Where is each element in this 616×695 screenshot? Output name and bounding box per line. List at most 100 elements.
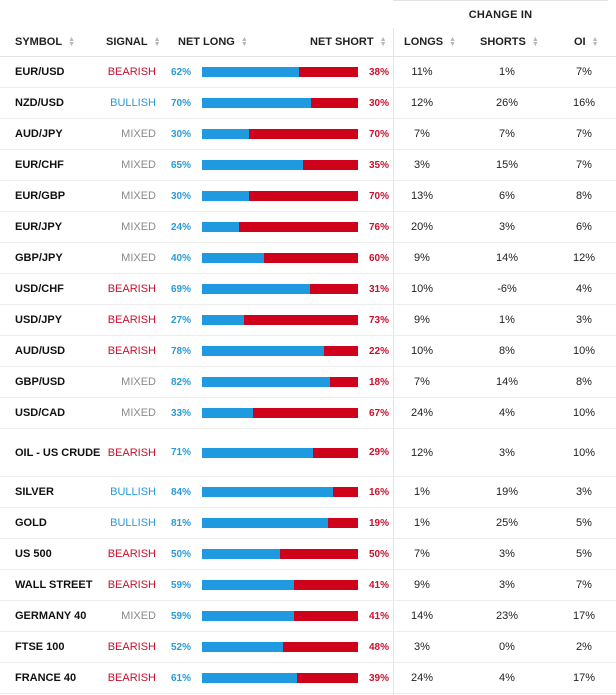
- symbol-link[interactable]: USD/CHF: [15, 283, 64, 295]
- table-row[interactable]: USD/CAD MIXED 33% 67% 24% 4% 10%: [0, 398, 616, 429]
- sort-icon: ▲ ▼: [531, 36, 539, 48]
- table-row[interactable]: GERMANY 40 MIXED 59% 41% 14% 23% 17%: [0, 601, 616, 632]
- net-short-bar: [202, 642, 358, 652]
- table-row[interactable]: EUR/JPY MIXED 24% 76% 20% 3% 6%: [0, 212, 616, 243]
- net-long-value: 59%: [170, 579, 191, 591]
- sentiment-bar: [202, 305, 358, 335]
- change-oi-value: 6%: [576, 221, 592, 233]
- symbol-link[interactable]: US 500: [15, 548, 52, 560]
- net-long-value: 81%: [170, 517, 191, 529]
- net-long-value: 59%: [170, 610, 191, 622]
- net-long-column-header[interactable]: NET LONG ▲ ▼: [178, 28, 248, 56]
- table-row[interactable]: OIL - US CRUDE BEARISH 71% 29% 12% 3% 10%: [0, 429, 616, 477]
- table-row[interactable]: EUR/GBP MIXED 30% 70% 13% 6% 8%: [0, 181, 616, 212]
- symbol-link[interactable]: GERMANY 40: [15, 610, 87, 622]
- symbol-link[interactable]: EUR/GBP: [15, 190, 66, 202]
- net-short-bar: [202, 408, 358, 418]
- symbol-link[interactable]: GBP/USD: [15, 376, 66, 388]
- change-longs-value: 9%: [414, 252, 430, 264]
- symbol-link[interactable]: EUR/JPY: [15, 221, 63, 233]
- symbol-link[interactable]: EUR/USD: [15, 66, 65, 78]
- table-row[interactable]: EUR/USD BEARISH 62% 38% 11% 1% 7%: [0, 57, 616, 88]
- table-row[interactable]: GBP/JPY MIXED 40% 60% 9% 14% 12%: [0, 243, 616, 274]
- net-short-column-header[interactable]: NET SHORT ▲ ▼: [310, 28, 387, 56]
- net-short-bar: [202, 346, 358, 356]
- sentiment-bar: [202, 150, 358, 180]
- table-row[interactable]: USD/CHF BEARISH 69% 31% 10% -6% 4%: [0, 274, 616, 305]
- change-longs-value: 3%: [414, 641, 430, 653]
- column-divider: [393, 28, 394, 695]
- table-row[interactable]: GOLD BULLISH 81% 19% 1% 25% 5%: [0, 508, 616, 539]
- symbol-link[interactable]: SILVER: [15, 486, 54, 498]
- table-row[interactable]: USD/JPY BEARISH 27% 73% 9% 1% 3%: [0, 305, 616, 336]
- sentiment-bar: [202, 632, 358, 662]
- shorts-column-header[interactable]: SHORTS ▲ ▼: [480, 28, 539, 56]
- change-longs-value: 9%: [414, 314, 430, 326]
- table-row[interactable]: GBP/USD MIXED 82% 18% 7% 14% 8%: [0, 367, 616, 398]
- table-row[interactable]: EUR/CHF MIXED 65% 35% 3% 15% 7%: [0, 150, 616, 181]
- change-oi-value: 7%: [576, 66, 592, 78]
- table-row[interactable]: SILVER BULLISH 84% 16% 1% 19% 3%: [0, 477, 616, 508]
- signal-label: MIXED: [121, 407, 156, 419]
- net-short-bar: [202, 315, 358, 325]
- table-row[interactable]: AUD/JPY MIXED 30% 70% 7% 7% 7%: [0, 119, 616, 150]
- net-short-value: 22%: [368, 345, 389, 357]
- net-long-bar: [202, 129, 249, 139]
- net-short-bar: [202, 191, 358, 201]
- net-short-bar: [202, 253, 358, 263]
- symbol-link[interactable]: OIL - US CRUDE: [15, 446, 101, 459]
- symbol-link[interactable]: GBP/JPY: [15, 252, 63, 264]
- longs-column-header[interactable]: LONGS ▲ ▼: [404, 28, 456, 56]
- symbol-column-header[interactable]: SYMBOL ▲ ▼: [15, 28, 75, 56]
- symbol-link[interactable]: EUR/CHF: [15, 159, 64, 171]
- symbol-link[interactable]: FTSE 100: [15, 641, 65, 653]
- net-long-bar: [202, 673, 298, 683]
- net-short-header-label: NET SHORT: [310, 36, 374, 48]
- net-short-bar: [202, 580, 358, 590]
- table-row[interactable]: NZD/USD BULLISH 70% 30% 12% 26% 16%: [0, 88, 616, 119]
- oi-column-header[interactable]: OI ▲ ▼: [574, 28, 599, 56]
- table-row[interactable]: FRANCE 40 BEARISH 61% 39% 24% 4% 17%: [0, 663, 616, 694]
- symbol-link[interactable]: USD/CAD: [15, 407, 66, 419]
- symbol-link[interactable]: AUD/USD: [15, 345, 66, 357]
- signal-column-header[interactable]: SIGNAL ▲ ▼: [106, 28, 161, 56]
- net-short-bar: [202, 67, 358, 77]
- table-row[interactable]: AUD/USD BEARISH 78% 22% 10% 8% 10%: [0, 336, 616, 367]
- sort-icon: ▲ ▼: [240, 36, 248, 48]
- net-long-value: 82%: [170, 376, 191, 388]
- symbol-link[interactable]: WALL STREET: [15, 579, 93, 591]
- table-body: EUR/USD BEARISH 62% 38% 11% 1% 7% NZD/USD BULLIS…: [0, 57, 616, 694]
- change-shorts-value: 25%: [495, 517, 519, 529]
- change-longs-value: 7%: [414, 548, 430, 560]
- table-row[interactable]: US 500 BEARISH 50% 50% 7% 3% 5%: [0, 539, 616, 570]
- change-longs-value: 14%: [410, 610, 434, 622]
- symbol-link[interactable]: FRANCE 40: [15, 672, 77, 684]
- signal-label: MIXED: [121, 252, 156, 264]
- net-short-value: 31%: [368, 283, 389, 295]
- table-row[interactable]: WALL STREET BEARISH 59% 41% 9% 3% 7%: [0, 570, 616, 601]
- net-long-bar: [202, 487, 334, 497]
- change-oi-value: 5%: [576, 517, 592, 529]
- net-long-bar: [202, 98, 312, 108]
- symbol-link[interactable]: USD/JPY: [15, 314, 63, 326]
- change-oi-value: 7%: [576, 128, 592, 140]
- net-long-bar: [202, 642, 284, 652]
- column-header-row: SYMBOL ▲ ▼ SIGNAL ▲ ▼ NET LONG ▲ ▼ NET SHOR…: [0, 28, 616, 57]
- signal-label: BEARISH: [107, 345, 156, 357]
- symbol-link[interactable]: GOLD: [15, 517, 47, 529]
- change-shorts-value: 23%: [495, 610, 519, 622]
- net-short-value: 29%: [368, 447, 389, 458]
- net-long-bar: [202, 222, 240, 232]
- sentiment-bar: [202, 663, 358, 693]
- symbol-link[interactable]: AUD/JPY: [15, 128, 63, 140]
- table-row[interactable]: FTSE 100 BEARISH 52% 48% 3% 0% 2%: [0, 632, 616, 663]
- signal-label: BEARISH: [107, 548, 156, 560]
- net-short-value: 67%: [368, 407, 389, 419]
- net-long-value: 24%: [170, 221, 191, 233]
- sentiment-bar: [202, 508, 358, 538]
- net-long-value: 30%: [170, 128, 191, 140]
- net-long-value: 70%: [170, 97, 191, 109]
- symbol-link[interactable]: NZD/USD: [15, 97, 64, 109]
- change-shorts-value: 15%: [495, 159, 519, 171]
